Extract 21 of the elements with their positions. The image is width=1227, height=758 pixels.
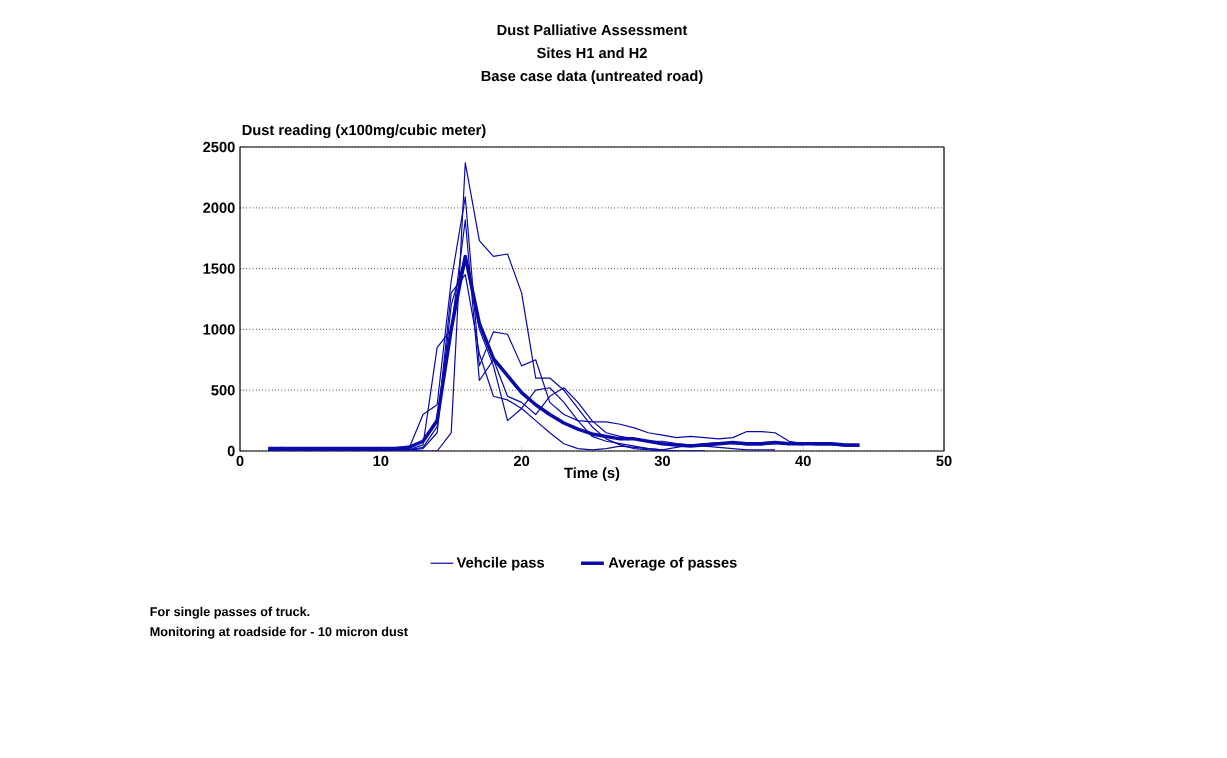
text: Monitoring at roadside for - 10 micron dust xyxy=(150,626,408,639)
x-tick-label: 30 xyxy=(654,455,670,467)
y-tick-label: 2500 xyxy=(203,141,235,153)
y-tick-label: 500 xyxy=(211,385,235,396)
y-tick-label: 2000 xyxy=(203,202,235,213)
legend-label: Average of passes xyxy=(608,556,737,571)
y-tick-label: 0 xyxy=(227,445,235,457)
x-tick-label: 40 xyxy=(795,455,811,467)
text: For single passes of truck. xyxy=(150,606,310,619)
y-axis-title: Dust reading (x100mg/cubic meter) xyxy=(242,124,486,139)
x-axis-title: Time (s) xyxy=(564,467,620,481)
x-tick-label: 10 xyxy=(373,455,389,467)
y-tick-label: 1000 xyxy=(203,324,235,335)
x-tick-label: 20 xyxy=(513,455,530,467)
y-tick-label: 1500 xyxy=(203,263,235,274)
x-tick-label: 0 xyxy=(236,455,244,467)
legend-label: Vehcile pass xyxy=(456,556,545,571)
chart-title: Dust Palliative Assessment xyxy=(497,24,688,36)
text: Base case data (untreated road) xyxy=(481,70,703,85)
x-tick-label: 50 xyxy=(936,455,952,467)
chart-subtitle: Sites H1 and H2 xyxy=(537,47,647,59)
